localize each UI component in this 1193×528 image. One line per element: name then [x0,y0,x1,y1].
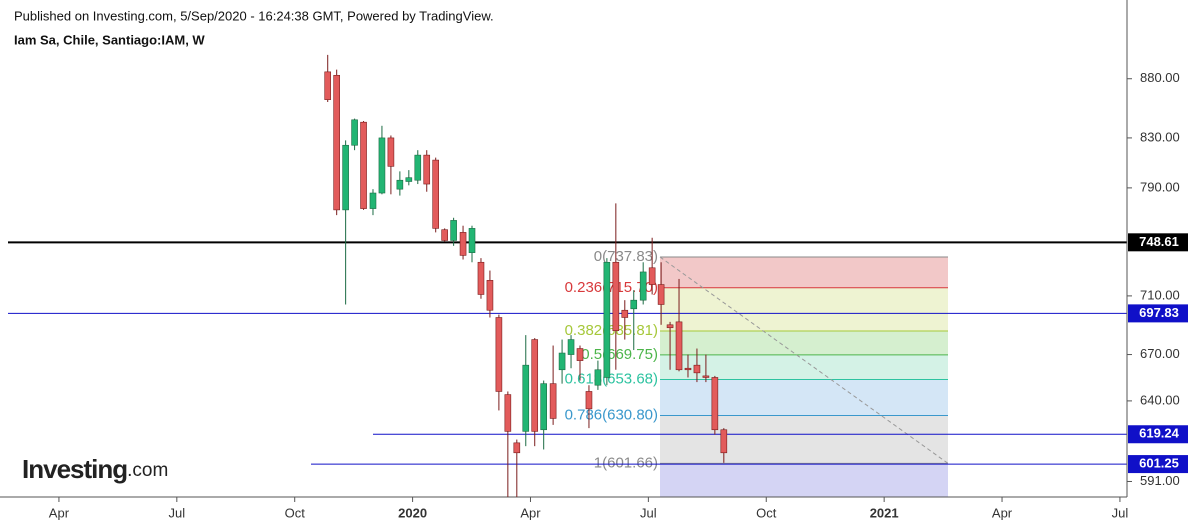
candle-body [414,154,422,181]
fib-label: 1(601.66) [594,454,658,471]
candle-body [459,232,467,256]
logo-suffix: .com [127,460,168,481]
fib-zone [660,287,948,331]
logo: Investing.com [22,454,168,484]
candle-body [405,177,413,182]
fib-label: 0.382(685.81) [565,322,658,339]
candle-body [387,137,395,167]
x-tick-label: 2021 [870,505,899,520]
candle-body [522,364,530,432]
y-tick-label: 640.00 [1140,392,1180,407]
x-tick-label: 2020 [398,505,427,520]
published-note: Published on Investing.com, 5/Sep/2020 -… [14,8,494,23]
fib-label: 0.786(630.80) [565,407,658,424]
x-tick-label: Oct [285,505,306,520]
candle-body [702,375,710,378]
candle-body [324,71,332,100]
y-tick-label: 591.00 [1140,473,1180,488]
fib-zone [660,256,948,288]
candle-body [396,179,404,190]
candle-body [720,429,728,454]
candle-body [342,144,349,211]
candle-body [603,261,611,378]
candle-body [576,348,584,361]
price-tag-label: 748.61 [1139,234,1179,249]
x-tick-label: Jul [640,505,657,520]
candle-body [540,383,547,431]
candle-body [486,280,494,311]
price-tag [1128,233,1188,252]
candle-body [630,299,638,310]
fib-label: 0.5(669.75) [581,346,658,363]
logo-brand: Investing [22,454,127,484]
fib-trend [659,256,949,464]
candle-body [513,442,521,454]
candle-body [711,377,719,431]
price-tag-label: 601.25 [1139,456,1179,471]
candle-body [612,261,620,331]
y-tick-label: 830.00 [1140,129,1180,144]
fib-zone [660,463,948,497]
candle-body [657,284,665,305]
candle-body [495,317,503,392]
candle-body [558,352,566,371]
candle-body [333,74,340,211]
candle-body [351,119,358,146]
candle-body [450,220,457,241]
candle-body [441,229,448,241]
candle-body [504,394,512,432]
x-tick-label: Jul [169,505,186,520]
x-tick-label: Apr [992,505,1013,520]
candle-body [675,321,683,371]
fib-label: 0.236(715.70) [565,279,658,296]
price-tag [1128,455,1188,474]
candle-body [621,309,629,318]
price-tag-label: 619.24 [1139,426,1180,441]
candle-body [585,391,593,410]
candle-body [666,324,674,329]
candle-body [378,137,386,194]
fib-zone [660,354,948,380]
candle-body [531,339,539,432]
candle-body [549,383,557,419]
price-tag-label: 697.83 [1139,305,1179,320]
candle-body [468,228,476,253]
candle-body [594,369,602,386]
candle-body [369,192,377,209]
x-tick-label: Apr [520,505,541,520]
y-tick-label: 670.00 [1140,346,1180,361]
y-tick-label: 790.00 [1140,179,1180,194]
fib-zone [660,415,948,464]
candle-body [639,271,647,301]
price-tag [1128,425,1188,444]
candle-body [423,154,431,185]
x-tick-label: Oct [756,505,777,520]
fib-label: 0(737.83) [594,248,658,265]
price-tag [1128,304,1188,323]
fib-zone [660,379,948,416]
x-tick-label: Apr [49,505,70,520]
candle-body [477,261,485,295]
symbol-title: Iam Sa, Chile, Santiago:IAM, W [14,32,205,47]
fib-label: 0.618(653.68) [565,370,658,387]
fib-zone [660,330,948,355]
candle-body [567,339,575,355]
candle-body [360,121,367,209]
candle-body [693,364,701,374]
y-tick-label: 880.00 [1140,70,1180,85]
x-tick-label: Jul [1112,505,1129,520]
candle-body [648,267,656,285]
candle-body [432,159,440,229]
candle-body [684,367,692,371]
y-tick-label: 710.00 [1140,287,1180,302]
